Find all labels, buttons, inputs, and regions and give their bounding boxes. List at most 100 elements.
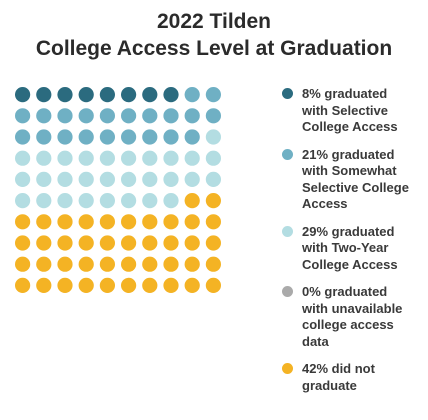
waffle-cell: [78, 150, 94, 166]
waffle-cell: [142, 150, 158, 166]
waffle-cell: [15, 214, 31, 230]
waffle-cell: [15, 235, 31, 251]
waffle-cell: [36, 214, 52, 230]
waffle-cell: [121, 277, 137, 293]
waffle-cell: [184, 256, 200, 272]
waffle-cell: [142, 193, 158, 209]
waffle-cell: [78, 277, 94, 293]
waffle-cell: [205, 171, 221, 187]
waffle-cell: [99, 171, 115, 187]
waffle-cell: [78, 171, 94, 187]
waffle-cell: [184, 150, 200, 166]
waffle-cell: [121, 150, 137, 166]
waffle-cell: [205, 214, 221, 230]
waffle-cell: [163, 87, 179, 103]
waffle-cell: [205, 277, 221, 293]
waffle-cell: [57, 87, 73, 103]
waffle-cell: [163, 214, 179, 230]
chart-title-line-1: 2022 Tilden: [156, 10, 271, 33]
waffle-cell: [57, 214, 73, 230]
waffle-cell: [99, 235, 115, 251]
waffle-cell: [205, 150, 221, 166]
legend-label-unavailable: 0% graduated with unavailable college ac…: [302, 284, 403, 349]
waffle-cell: [36, 193, 52, 209]
waffle-cell: [121, 108, 137, 124]
waffle-cell: [142, 214, 158, 230]
waffle-cell: [163, 235, 179, 251]
waffle-cell: [99, 87, 115, 103]
waffle-cell: [121, 171, 137, 187]
waffle-cell: [36, 256, 52, 272]
legend-label-somewhat-selective: 21% graduated with Somewhat Selective Co…: [302, 146, 409, 212]
waffle-cell: [78, 193, 94, 209]
waffle-cell: [36, 87, 52, 103]
waffle-cell: [163, 256, 179, 272]
waffle-cell: [57, 256, 73, 272]
waffle-cell: [163, 129, 179, 145]
legend-item-somewhat-selective: 21% graduated with Somewhat Selective Co…: [282, 147, 428, 213]
waffle-cell: [15, 87, 31, 103]
waffle-cell: [142, 171, 158, 187]
waffle-cell: [205, 129, 221, 145]
waffle-cell: [57, 150, 73, 166]
legend-label-two-year: 29% graduated with Two-Year College Acce…: [302, 223, 398, 272]
chart-title: 2022 Tilden College Access Level at Grad…: [0, 8, 428, 62]
legend-swatch-did-not-graduate: [282, 363, 293, 374]
waffle-cell: [184, 277, 200, 293]
waffle-cell: [142, 108, 158, 124]
waffle-cell: [142, 256, 158, 272]
chart-title-line-2: College Access Level at Graduation: [35, 37, 393, 60]
waffle-chart: [15, 87, 221, 293]
waffle-cell: [99, 277, 115, 293]
legend-swatch-somewhat-selective: [282, 148, 293, 160]
waffle-cell: [36, 108, 52, 124]
chart-legend: 8% graduated with Selective College Acce…: [282, 86, 428, 405]
waffle-cell: [205, 256, 221, 272]
waffle-cell: [36, 150, 52, 166]
waffle-cell: [78, 256, 94, 272]
waffle-cell: [57, 193, 73, 209]
waffle-cell: [163, 108, 179, 124]
legend-swatch-two-year: [282, 225, 293, 237]
waffle-cell: [57, 235, 73, 251]
waffle-cell: [15, 193, 31, 209]
waffle-cell: [36, 277, 52, 293]
waffle-cell: [205, 193, 221, 209]
legend-swatch-unavailable: [282, 286, 293, 297]
waffle-cell: [184, 129, 200, 145]
waffle-cell: [15, 256, 31, 272]
waffle-cell: [78, 235, 94, 251]
waffle-cell: [15, 150, 31, 166]
waffle-cell: [99, 129, 115, 145]
waffle-cell: [99, 256, 115, 272]
waffle-cell: [184, 87, 200, 103]
waffle-cell: [99, 193, 115, 209]
waffle-cell: [142, 87, 158, 103]
waffle-cell: [57, 108, 73, 124]
waffle-cell: [163, 171, 179, 187]
waffle-cell: [99, 150, 115, 166]
waffle-cell: [121, 87, 137, 103]
legend-swatch-selective: [282, 88, 293, 99]
waffle-cell: [142, 235, 158, 251]
waffle-cell: [57, 129, 73, 145]
waffle-cell: [15, 171, 31, 187]
legend-label-did-not-graduate: 42% did not graduate: [302, 361, 375, 393]
waffle-cell: [184, 235, 200, 251]
waffle-cell: [205, 108, 221, 124]
waffle-cell: [121, 214, 137, 230]
waffle-cell: [15, 129, 31, 145]
waffle-cell: [78, 214, 94, 230]
waffle-cell: [121, 193, 137, 209]
waffle-cell: [57, 171, 73, 187]
waffle-cell: [78, 129, 94, 145]
waffle-cell: [78, 108, 94, 124]
waffle-cell: [15, 277, 31, 293]
waffle-cell: [15, 108, 31, 124]
legend-item-unavailable: 0% graduated with unavailable college ac…: [282, 284, 428, 350]
legend-label-selective: 8% graduated with Selective College Acce…: [302, 86, 398, 134]
waffle-cell: [184, 193, 200, 209]
legend-item-did-not-graduate: 42% did not graduate: [282, 361, 428, 394]
legend-item-two-year: 29% graduated with Two-Year College Acce…: [282, 224, 428, 274]
waffle-cell: [163, 277, 179, 293]
